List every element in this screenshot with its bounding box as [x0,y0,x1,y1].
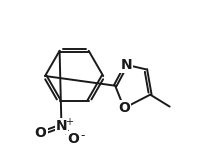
Text: N: N [56,119,67,133]
Text: O: O [118,101,130,115]
Text: +: + [65,117,73,127]
Text: N: N [121,58,132,72]
Text: O: O [67,132,79,146]
Text: O: O [35,126,46,140]
Text: -: - [80,129,84,142]
